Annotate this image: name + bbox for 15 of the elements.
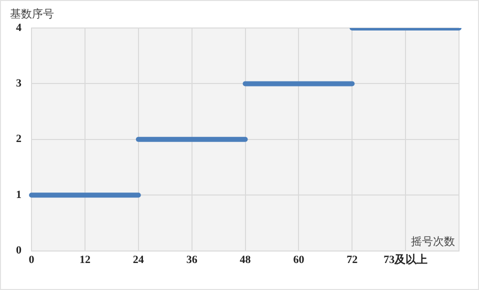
x-tick-label: 36 bbox=[186, 254, 198, 266]
x-tick-label: 24 bbox=[132, 254, 144, 266]
y-tick-label: 4 bbox=[16, 22, 22, 34]
x-tick-label: 72 bbox=[346, 254, 358, 266]
y-axis-title: 基数序号 bbox=[10, 7, 54, 20]
y-tick-label: 0 bbox=[16, 244, 22, 257]
x-tick-label: 48 bbox=[240, 254, 252, 266]
x-tick-label: 60 bbox=[293, 254, 305, 266]
x-tick-label: 12 bbox=[79, 254, 91, 266]
x-tick-label: 73及以上 bbox=[384, 253, 428, 266]
x-tick-label: 0 bbox=[28, 254, 35, 266]
x-axis-title: 摇号次数 bbox=[411, 235, 455, 248]
y-tick-label: 2 bbox=[16, 133, 22, 146]
y-tick-label: 3 bbox=[16, 78, 22, 90]
y-tick-label: 1 bbox=[16, 188, 22, 201]
